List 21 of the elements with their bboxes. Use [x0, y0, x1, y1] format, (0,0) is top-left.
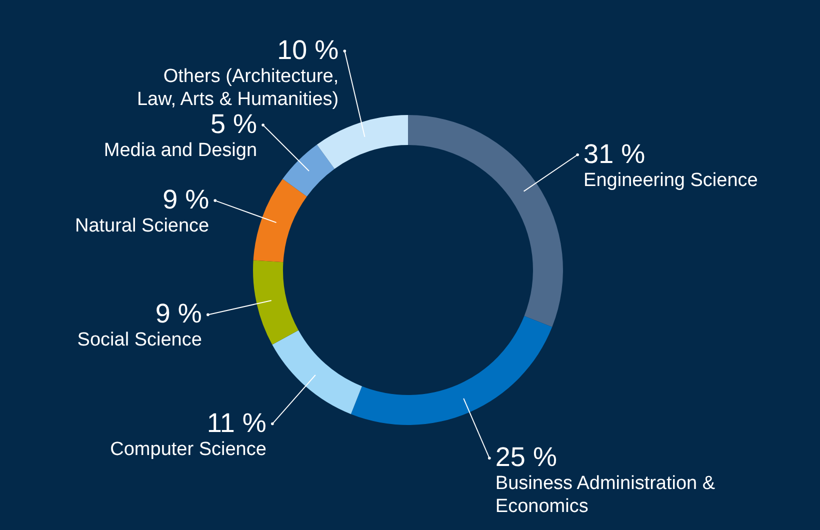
slice-label: Natural Science — [74, 216, 210, 237]
data-label: 25 % — [495, 442, 557, 472]
donut-slice — [316, 115, 408, 169]
donut-slice — [408, 115, 563, 328]
donut-slice — [272, 330, 362, 414]
slice-label: Engineering Science — [584, 170, 758, 191]
data-label: 10 % — [277, 35, 339, 66]
donut-slice — [350, 316, 552, 425]
donut-slice — [253, 260, 298, 345]
donut-slice — [253, 178, 307, 262]
slice-label: Computer Science — [110, 438, 266, 460]
donut-slice — [282, 144, 335, 197]
data-label: 31 % — [584, 138, 646, 169]
data-label: 9 % — [155, 298, 202, 329]
slice-label: Social Science — [77, 330, 202, 351]
data-label: 9 % — [162, 184, 210, 215]
slice-label: Others (Architecture, Law, Arts & Humanities) — [136, 66, 339, 110]
slice-label: Media and Design — [104, 140, 258, 162]
data-label: 5 % — [210, 109, 258, 140]
data-label: 11 % — [206, 408, 266, 438]
slice-label: Business Administration & Economics — [495, 473, 716, 518]
